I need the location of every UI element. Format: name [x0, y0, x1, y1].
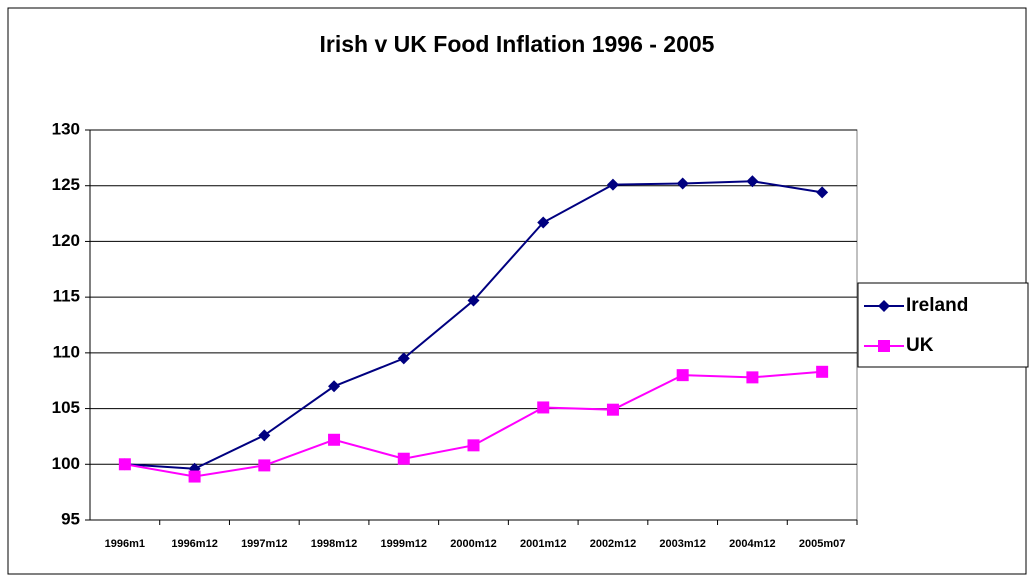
data-point — [397, 352, 410, 365]
data-point — [816, 186, 829, 199]
y-tick-label: 125 — [52, 175, 80, 194]
data-point — [606, 403, 619, 416]
y-tick-label: 130 — [52, 119, 80, 138]
data-point — [258, 459, 271, 472]
data-point — [397, 452, 410, 465]
plot-area — [89, 129, 858, 521]
data-point — [118, 458, 131, 471]
y-tick-label: 110 — [53, 342, 80, 361]
y-tick-label: 95 — [61, 509, 80, 528]
data-point — [746, 175, 759, 188]
x-tick-label: 1996m1 — [105, 538, 145, 550]
chart-title: Irish v UK Food Inflation 1996 - 2005 — [320, 31, 715, 57]
data-point — [676, 177, 689, 190]
y-tick-label: 115 — [53, 287, 80, 306]
x-tick-label: 2003m12 — [659, 538, 706, 550]
x-tick-label: 1999m12 — [381, 538, 428, 550]
x-tick-label: 2005m07 — [799, 538, 846, 550]
x-tick-label: 2002m12 — [590, 538, 637, 550]
data-point — [676, 369, 689, 382]
legend-label: UK — [906, 335, 934, 356]
data-point — [537, 401, 550, 414]
y-tick-label: 105 — [52, 398, 80, 417]
legend-marker — [878, 300, 890, 312]
data-point — [467, 294, 480, 307]
data-point — [188, 470, 201, 483]
data-point — [328, 433, 341, 446]
x-tick-label: 1998m12 — [311, 538, 358, 550]
legend-marker — [878, 340, 890, 352]
y-tick-label: 100 — [52, 454, 80, 473]
data-point — [816, 365, 829, 378]
legend-label: Ireland — [906, 295, 968, 316]
data-point — [328, 380, 341, 393]
x-tick-label: 1997m12 — [241, 538, 288, 550]
y-tick-label: 120 — [52, 231, 80, 250]
x-tick-label: 2004m12 — [729, 538, 776, 550]
legend-box — [857, 282, 1029, 368]
x-tick-label: 1996m12 — [171, 538, 218, 550]
x-tick-label: 2000m12 — [450, 538, 497, 550]
data-point — [746, 371, 759, 384]
data-point — [467, 439, 480, 452]
data-point — [537, 216, 550, 229]
data-point — [258, 429, 271, 442]
x-tick-label: 2001m12 — [520, 538, 567, 550]
data-point — [606, 178, 619, 191]
